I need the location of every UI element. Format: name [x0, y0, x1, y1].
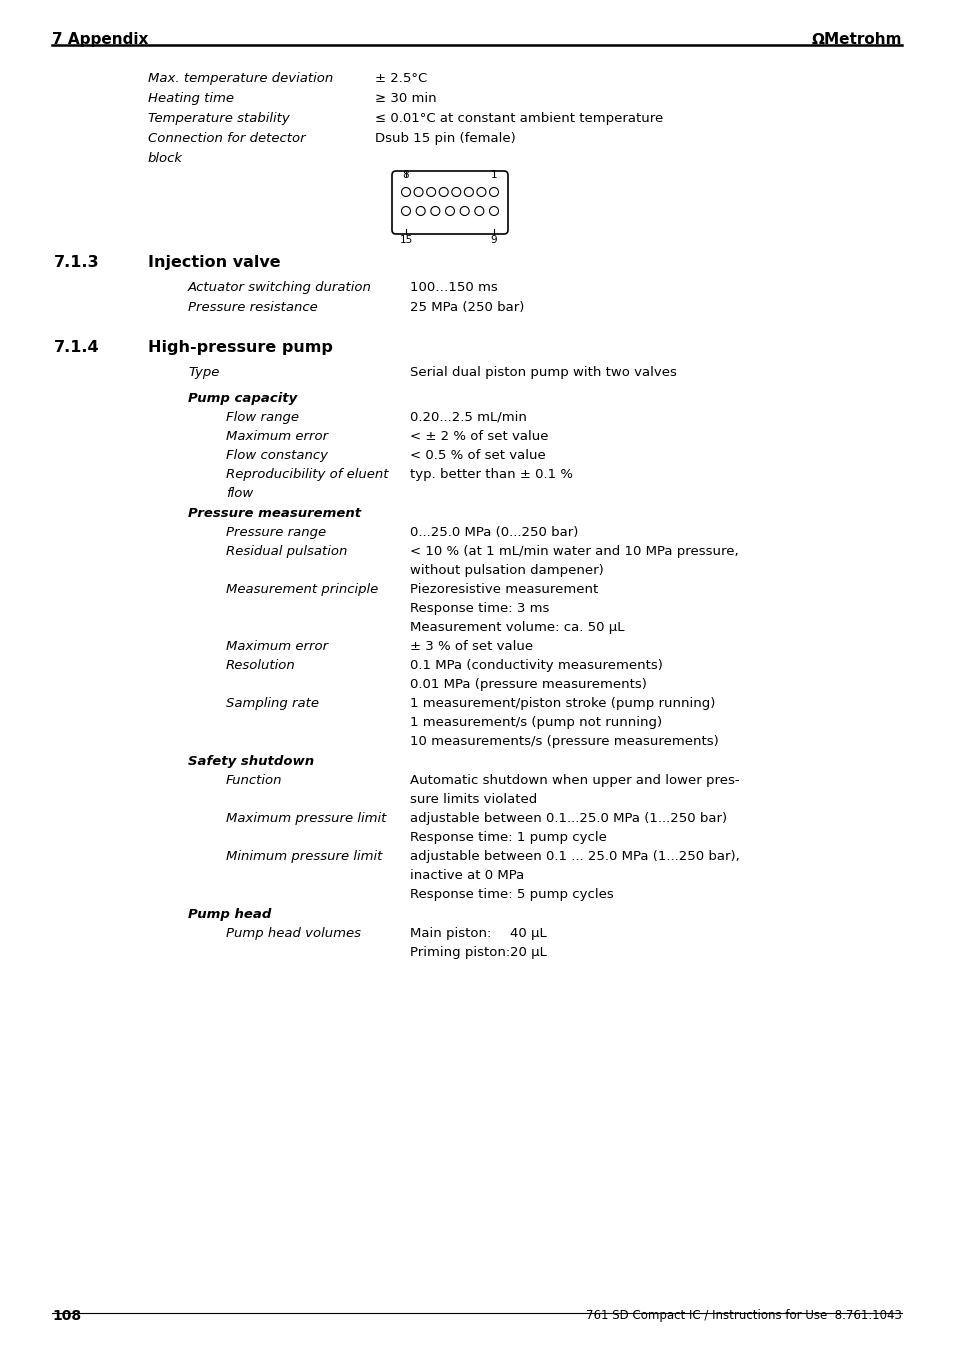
Text: Heating time: Heating time	[148, 92, 233, 105]
Text: Maximum pressure limit: Maximum pressure limit	[226, 812, 386, 825]
Text: inactive at 0 MPa: inactive at 0 MPa	[410, 869, 524, 882]
Text: Dsub 15 pin (female): Dsub 15 pin (female)	[375, 132, 516, 145]
Text: without pulsation dampener): without pulsation dampener)	[410, 563, 603, 577]
Text: Resolution: Resolution	[226, 659, 295, 671]
Text: Temperature stability: Temperature stability	[148, 112, 290, 126]
Text: 7.1.4: 7.1.4	[54, 340, 99, 355]
Text: 0.01 MPa (pressure measurements): 0.01 MPa (pressure measurements)	[410, 678, 646, 690]
Text: Max. temperature deviation: Max. temperature deviation	[148, 72, 333, 85]
Text: adjustable between 0.1...25.0 MPa (1...250 bar): adjustable between 0.1...25.0 MPa (1...2…	[410, 812, 726, 825]
Text: ≥ 30 min: ≥ 30 min	[375, 92, 436, 105]
Text: Pressure resistance: Pressure resistance	[188, 301, 317, 313]
Text: Piezoresistive measurement: Piezoresistive measurement	[410, 584, 598, 596]
Text: < 10 % (at 1 mL/min water and 10 MPa pressure,: < 10 % (at 1 mL/min water and 10 MPa pre…	[410, 544, 738, 558]
Text: Flow range: Flow range	[226, 411, 298, 424]
Text: 25 MPa (250 bar): 25 MPa (250 bar)	[410, 301, 524, 313]
Text: Sampling rate: Sampling rate	[226, 697, 318, 711]
Text: 1: 1	[490, 170, 497, 180]
Text: 108: 108	[52, 1309, 81, 1323]
Text: Main piston:: Main piston:	[410, 927, 491, 940]
Text: Response time: 3 ms: Response time: 3 ms	[410, 603, 549, 615]
Text: 761 SD Compact IC / Instructions for Use  8.761.1043: 761 SD Compact IC / Instructions for Use…	[585, 1309, 901, 1323]
Text: block: block	[148, 153, 183, 165]
Text: 0.1 MPa (conductivity measurements): 0.1 MPa (conductivity measurements)	[410, 659, 662, 671]
Text: Type: Type	[188, 366, 219, 380]
Text: 1 measurement/piston stroke (pump running): 1 measurement/piston stroke (pump runnin…	[410, 697, 715, 711]
Text: ≤ 0.01°C at constant ambient temperature: ≤ 0.01°C at constant ambient temperature	[375, 112, 662, 126]
Text: ± 2.5°C: ± 2.5°C	[375, 72, 427, 85]
Text: Pump head volumes: Pump head volumes	[226, 927, 360, 940]
Text: < 0.5 % of set value: < 0.5 % of set value	[410, 449, 545, 462]
Text: Residual pulsation: Residual pulsation	[226, 544, 347, 558]
Text: 7 Appendix: 7 Appendix	[52, 32, 149, 47]
Text: 100…150 ms: 100…150 ms	[410, 281, 497, 295]
Text: 9: 9	[490, 235, 497, 245]
Text: Connection for detector: Connection for detector	[148, 132, 305, 145]
Text: Response time: 1 pump cycle: Response time: 1 pump cycle	[410, 831, 606, 844]
Text: 20 μL: 20 μL	[510, 946, 546, 959]
Text: flow: flow	[226, 486, 253, 500]
Text: Safety shutdown: Safety shutdown	[188, 755, 314, 767]
Text: 40 μL: 40 μL	[510, 927, 546, 940]
Text: adjustable between 0.1 ... 25.0 MPa (1...250 bar),: adjustable between 0.1 ... 25.0 MPa (1..…	[410, 850, 739, 863]
Text: Maximum error: Maximum error	[226, 430, 328, 443]
Text: Injection valve: Injection valve	[148, 255, 280, 270]
Text: Pressure range: Pressure range	[226, 526, 326, 539]
Text: Reproducibility of eluent: Reproducibility of eluent	[226, 467, 388, 481]
Text: 0.20...2.5 mL/min: 0.20...2.5 mL/min	[410, 411, 526, 424]
Text: Pressure measurement: Pressure measurement	[188, 507, 361, 520]
Text: Priming piston:: Priming piston:	[410, 946, 510, 959]
Text: typ. better than ± 0.1 %: typ. better than ± 0.1 %	[410, 467, 573, 481]
Text: High-pressure pump: High-pressure pump	[148, 340, 333, 355]
Text: Maximum error: Maximum error	[226, 640, 328, 653]
Text: Response time: 5 pump cycles: Response time: 5 pump cycles	[410, 888, 613, 901]
Text: ± 3 % of set value: ± 3 % of set value	[410, 640, 533, 653]
Text: 7.1.3: 7.1.3	[54, 255, 99, 270]
Text: Function: Function	[226, 774, 282, 788]
Text: < ± 2 % of set value: < ± 2 % of set value	[410, 430, 548, 443]
Text: Automatic shutdown when upper and lower pres-: Automatic shutdown when upper and lower …	[410, 774, 739, 788]
Text: 15: 15	[399, 235, 413, 245]
Text: Measurement volume: ca. 50 μL: Measurement volume: ca. 50 μL	[410, 621, 624, 634]
Text: Pump capacity: Pump capacity	[188, 392, 297, 405]
Text: 1 measurement/s (pump not running): 1 measurement/s (pump not running)	[410, 716, 661, 730]
Text: Minimum pressure limit: Minimum pressure limit	[226, 850, 382, 863]
Text: Actuator switching duration: Actuator switching duration	[188, 281, 372, 295]
Text: Pump head: Pump head	[188, 908, 271, 921]
Text: Flow constancy: Flow constancy	[226, 449, 328, 462]
Text: 8: 8	[402, 170, 409, 180]
Text: Serial dual piston pump with two valves: Serial dual piston pump with two valves	[410, 366, 677, 380]
Text: 10 measurements/s (pressure measurements): 10 measurements/s (pressure measurements…	[410, 735, 718, 748]
Text: sure limits violated: sure limits violated	[410, 793, 537, 807]
Text: Measurement principle: Measurement principle	[226, 584, 377, 596]
Text: 0...25.0 MPa (0...250 bar): 0...25.0 MPa (0...250 bar)	[410, 526, 578, 539]
Text: ΩMetrohm: ΩMetrohm	[811, 32, 901, 47]
